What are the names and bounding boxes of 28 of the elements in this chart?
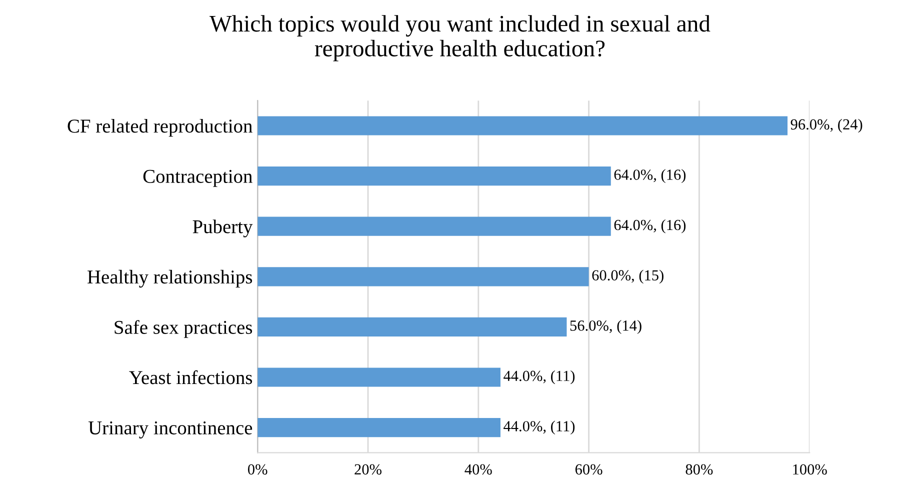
x-tick-label: 40% xyxy=(464,464,492,475)
x-tick-label: 60% xyxy=(575,464,602,475)
y-tick-label: CF related reproduction xyxy=(68,119,252,137)
bar xyxy=(258,317,567,337)
x-tick-label: 80% xyxy=(686,464,713,475)
chart-title: Which topics would you want included in sexual and reproductive health education? xyxy=(210,15,710,62)
x-tick-label: 100% xyxy=(793,464,827,475)
data-label: 60.0%, (15) xyxy=(592,270,664,284)
y-tick-label: Urinary incontinence xyxy=(88,421,252,438)
data-label: 44.0%, (11) xyxy=(504,420,575,434)
data-label: 56.0%, (14) xyxy=(570,320,642,334)
data-label: 44.0%, (11) xyxy=(504,370,575,384)
x-tick-label: 20% xyxy=(354,464,382,475)
y-tick-label: Puberty xyxy=(192,220,253,238)
y-tick-label: Yeast infections xyxy=(129,370,252,384)
data-label: 64.0%, (16) xyxy=(614,169,686,183)
bar xyxy=(258,166,611,186)
y-tick-label: Contraception xyxy=(143,170,252,187)
bar xyxy=(258,216,611,236)
data-label: 96.0%, (24) xyxy=(790,118,862,133)
y-tick-label: Healthy relationships xyxy=(88,270,252,288)
y-tick-label: Safe sex practices xyxy=(114,320,252,338)
bar xyxy=(258,267,589,286)
bar xyxy=(258,116,788,136)
bar xyxy=(258,418,500,438)
x-tick-label: 0% xyxy=(248,464,268,475)
data-label: 64.0%, (16) xyxy=(614,219,686,234)
bar xyxy=(258,368,500,387)
